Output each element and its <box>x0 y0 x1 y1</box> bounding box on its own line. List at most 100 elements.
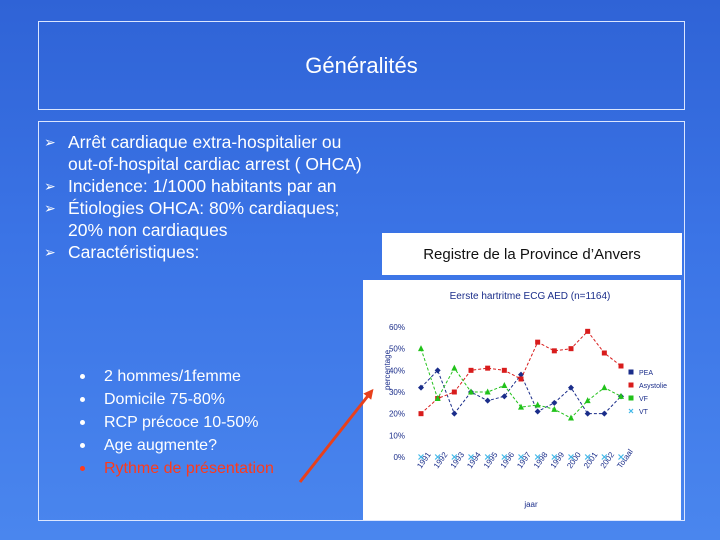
data-point <box>584 410 591 417</box>
data-point <box>418 345 424 352</box>
sub-bullet-item: 2 hommes/1femme <box>80 365 340 388</box>
data-point <box>534 401 541 408</box>
bullet-list: ➢ Arrêt cardiaque extra-hospitalier ou ou… <box>44 131 364 263</box>
data-point <box>468 367 474 373</box>
data-point <box>484 388 491 395</box>
data-point <box>418 384 424 391</box>
data-point <box>518 371 524 378</box>
dot-bullet-icon <box>80 397 85 402</box>
bullet-item: ➢ Caractéristiques: <box>44 241 364 263</box>
y-tick-label: 10% <box>389 431 405 440</box>
sub-bullet-text: Rythme de présentation <box>104 460 274 477</box>
sub-bullet-text: RCP précoce 10-50% <box>104 414 259 431</box>
data-point <box>568 414 574 421</box>
data-point <box>484 454 491 460</box>
data-point <box>468 454 474 460</box>
slide-title: Généralités <box>305 52 418 78</box>
x-axis-label: jaar <box>523 500 538 509</box>
data-point <box>618 454 624 460</box>
legend-label: VT <box>639 409 649 416</box>
sub-bullet-text: Domicile 75-80% <box>104 391 225 408</box>
x-tick-label: Totaal <box>615 447 635 470</box>
data-point <box>484 397 491 404</box>
sub-bullet-text: Age augmente? <box>104 437 217 454</box>
dot-bullet-icon <box>80 466 85 471</box>
data-point <box>551 399 558 406</box>
data-point <box>534 454 541 460</box>
arrowhead-bullet-icon: ➢ <box>44 244 56 260</box>
registry-label-box: Registre de la Province d’Anvers <box>382 233 682 275</box>
y-tick-label: 50% <box>389 345 405 354</box>
x-tick-label: 1993 <box>449 450 467 470</box>
data-point <box>434 367 441 374</box>
data-point <box>584 454 591 460</box>
chart-panel: Eerste hartritme ECG AED (n=1164) percen… <box>363 280 681 520</box>
bullet-item: ➢ Étiologies OHCA: 80% cardiaques; 20% no… <box>44 197 364 241</box>
data-point <box>568 384 574 391</box>
bullet-item: ➢ Arrêt cardiaque extra-hospitalier ou ou… <box>44 131 364 175</box>
bullet-text: Incidence: 1/1000 habitants par an <box>68 176 337 196</box>
sub-bullet-item: Domicile 75-80% <box>80 388 340 411</box>
x-tick-label: 1992 <box>432 450 450 470</box>
y-tick-label: 30% <box>389 388 405 397</box>
ecg-rhythm-chart: Eerste hartritme ECG AED (n=1164) percen… <box>383 291 667 509</box>
x-tick-label: 2002 <box>599 450 617 470</box>
data-point <box>568 346 574 352</box>
data-point <box>451 410 458 417</box>
x-tick-label: 1991 <box>415 450 433 470</box>
data-point <box>551 405 558 412</box>
sub-bullet-text: 2 hommes/1femme <box>104 368 241 385</box>
x-tick-label: 1994 <box>465 450 483 470</box>
arrowhead-bullet-icon: ➢ <box>44 134 56 150</box>
x-tick-label: 1995 <box>482 450 500 470</box>
data-point <box>618 363 624 369</box>
bullet-item: ➢ Incidence: 1/1000 habitants par an <box>44 175 364 197</box>
sub-bullet-item: Age augmente? <box>80 434 340 457</box>
x-tick-label: 1998 <box>532 450 550 470</box>
bullet-text: Caractéristiques: <box>68 242 200 262</box>
x-tick-label: 1999 <box>549 450 567 470</box>
sub-bullet-list: 2 hommes/1femme Domicile 75-80% RCP préc… <box>80 365 340 480</box>
data-point <box>518 376 524 382</box>
legend-label: Asystolie <box>639 383 667 390</box>
data-point <box>501 454 508 460</box>
data-point <box>451 389 457 395</box>
data-point <box>434 395 441 401</box>
legend-label: VF <box>639 396 648 403</box>
data-point <box>451 364 458 371</box>
data-point <box>501 367 507 373</box>
legend-marker <box>628 395 634 401</box>
body-frame <box>38 121 685 521</box>
data-point <box>534 408 541 415</box>
data-point <box>568 454 574 460</box>
y-tick-label: 40% <box>389 366 405 375</box>
data-point <box>468 388 474 395</box>
y-tick-label: 60% <box>389 323 405 332</box>
arrowhead-bullet-icon: ➢ <box>44 200 56 216</box>
x-tick-label: 1996 <box>499 450 517 470</box>
legend-label: PEA <box>639 370 653 377</box>
data-point <box>518 454 524 460</box>
sub-bullet-item: RCP précoce 10-50% <box>80 411 340 434</box>
dot-bullet-icon <box>80 374 85 379</box>
data-point <box>418 454 424 460</box>
x-tick-label: 2001 <box>582 450 600 470</box>
data-point <box>601 410 608 417</box>
data-point <box>451 454 458 460</box>
data-point <box>584 397 591 404</box>
y-axis-label: percentage <box>383 349 392 390</box>
data-point <box>618 392 624 399</box>
data-point <box>551 348 557 354</box>
bullet-text: Étiologies OHCA: 80% cardiaques; 20% non… <box>68 198 340 240</box>
data-point <box>418 411 424 417</box>
dot-bullet-icon <box>80 420 85 425</box>
data-point <box>501 382 508 388</box>
y-tick-label: 0% <box>393 453 405 462</box>
arrowhead-bullet-icon: ➢ <box>44 178 56 194</box>
legend-marker <box>628 369 634 375</box>
data-point <box>518 403 524 410</box>
data-point <box>601 454 608 460</box>
bullet-text: Arrêt cardiaque extra-hospitalier ou out… <box>68 132 362 174</box>
data-point <box>551 454 558 460</box>
x-tick-label: 2000 <box>565 450 583 470</box>
